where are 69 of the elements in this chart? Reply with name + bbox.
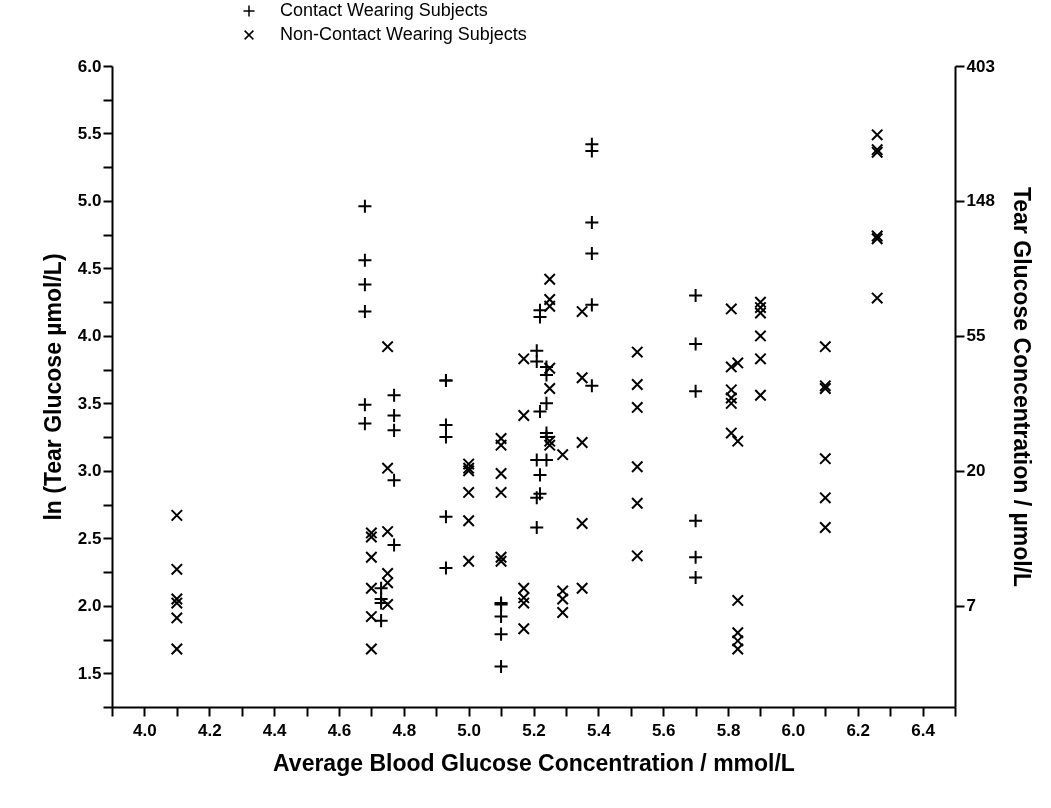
point <box>438 560 454 576</box>
point <box>584 246 600 262</box>
point <box>373 595 389 611</box>
point <box>438 429 454 445</box>
point <box>386 407 402 424</box>
point <box>584 143 600 159</box>
y-tick-label: 5.5 <box>77 123 102 143</box>
legend-label: Contact Wearing Subjects <box>280 0 488 20</box>
point <box>532 467 548 483</box>
point <box>357 277 373 293</box>
point <box>357 252 373 268</box>
y2-tick-label: 20 <box>966 461 986 481</box>
x-tick-label: 4.4 <box>262 720 287 740</box>
x-tick-label: 4.0 <box>133 720 157 740</box>
x-tick-label: 5.6 <box>651 720 676 740</box>
point <box>493 626 509 642</box>
x-tick-label: 6.4 <box>911 720 936 740</box>
point <box>688 287 704 303</box>
x-tick-label: 6.0 <box>781 720 806 740</box>
x-tick-label: 5.8 <box>716 720 741 740</box>
y2-tick-label: 403 <box>966 56 995 76</box>
y-tick-label: 6.0 <box>77 56 102 76</box>
y-axis-title: ln (Tear Glucose µmol/L) <box>39 253 66 521</box>
point <box>532 403 548 419</box>
point <box>688 336 704 352</box>
x-tick-label: 4.8 <box>392 720 417 740</box>
point <box>357 416 373 432</box>
x-tick-label: 5.0 <box>457 720 481 740</box>
y-tick-label: 4.5 <box>77 258 102 278</box>
y2-tick-label: 55 <box>966 326 986 346</box>
point <box>373 580 389 596</box>
y-tick-label: 4.0 <box>77 326 102 346</box>
point <box>357 198 373 214</box>
y2-tick-label: 148 <box>966 191 995 211</box>
legend-label: Non-Contact Wearing Subjects <box>280 24 527 44</box>
point <box>688 383 704 399</box>
y-tick-label: 2.5 <box>77 528 102 548</box>
y-tick-label: 2.0 <box>77 596 102 616</box>
x-tick-label: 6.2 <box>846 720 871 740</box>
point <box>493 659 509 675</box>
y-tick-label: 5.0 <box>77 191 102 211</box>
point <box>386 387 402 403</box>
point <box>688 513 704 529</box>
x-tick-label: 5.2 <box>522 720 546 740</box>
x-tick-label: 4.6 <box>327 720 352 740</box>
point <box>529 520 545 536</box>
point <box>357 304 373 320</box>
point <box>438 509 454 525</box>
point <box>584 215 600 231</box>
point <box>386 472 402 488</box>
point <box>532 486 548 502</box>
point <box>438 417 454 433</box>
x-tick-label: 5.4 <box>587 720 612 740</box>
point <box>538 395 554 411</box>
point <box>688 569 704 585</box>
point <box>584 378 600 394</box>
point <box>688 549 704 565</box>
y2-axis-title: Tear Glucose Concentration / µmol/L <box>1008 186 1035 588</box>
point <box>529 490 545 506</box>
x-axis-title: Average Blood Glucose Concentration / mmol/L <box>273 749 795 776</box>
x-tick-label: 4.2 <box>197 720 222 740</box>
y-tick-label: 1.5 <box>77 663 102 683</box>
y-tick-label: 3.0 <box>77 461 102 481</box>
point <box>386 537 402 553</box>
point <box>386 422 402 438</box>
point <box>357 397 373 413</box>
y2-tick-label: 7 <box>966 596 976 616</box>
y-tick-label: 3.5 <box>77 393 102 413</box>
point <box>493 609 509 625</box>
